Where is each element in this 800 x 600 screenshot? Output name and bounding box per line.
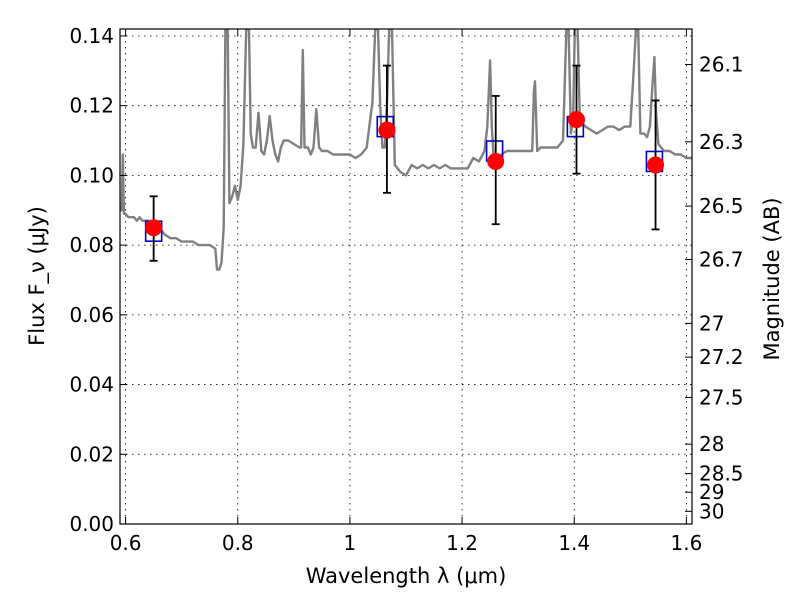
x-axis-title: Wavelength λ (μm) <box>306 564 507 588</box>
observed-flux-point <box>647 156 665 174</box>
x-tick-label: 1.2 <box>446 531 478 555</box>
x-tick-label: 1 <box>344 531 357 555</box>
y-tick-label: 0.08 <box>69 233 114 257</box>
x-tick-label: 0.6 <box>110 531 142 555</box>
grid-lines <box>120 29 692 525</box>
mag-tick-label: 26.7 <box>699 248 744 272</box>
mag-tick-label: 26.1 <box>699 52 744 76</box>
y-tick-label: 0.06 <box>69 303 114 327</box>
y-axis-title: Flux F_ν (μJy) <box>25 206 50 346</box>
mag-tick-label: 30 <box>699 499 724 523</box>
observed-flux-point <box>378 121 396 139</box>
observed-flux-point <box>567 111 585 129</box>
axis-ticks: 0.6 0.8 1 1.2 1.4 1.6 0.00 0.02 0.04 0.06 0.08 0.10… <box>69 24 743 555</box>
mag-tick-label: 27 <box>699 311 724 335</box>
x-tick-label: 1.4 <box>558 531 590 555</box>
y-tick-label: 0.10 <box>69 163 114 187</box>
observed-flux-point <box>145 219 163 237</box>
y-tick-label: 0.00 <box>69 512 114 536</box>
mag-tick-label: 27.2 <box>699 345 744 369</box>
mag-tick-label: 26.5 <box>699 194 744 218</box>
mag-tick-label: 29 <box>699 480 724 504</box>
y-tick-label: 0.02 <box>69 442 114 466</box>
mag-tick-label: 27.5 <box>699 385 744 409</box>
right-axis-title: Magnitude (AB) <box>760 197 784 360</box>
y-tick-label: 0.04 <box>69 373 114 397</box>
x-tick-label: 0.8 <box>222 531 254 555</box>
model-spectrum-line <box>120 29 692 271</box>
mag-tick-label: 28.5 <box>699 462 744 486</box>
mag-tick-label: 28 <box>699 432 724 456</box>
mag-tick-label: 26.3 <box>699 130 744 154</box>
plot-content <box>120 29 692 271</box>
plot-frame <box>119 28 693 525</box>
y-tick-label: 0.14 <box>69 24 114 48</box>
x-tick-label: 1.6 <box>670 531 702 555</box>
clipped-series <box>120 29 692 271</box>
observed-flux-point <box>487 152 505 170</box>
y-tick-label: 0.12 <box>69 94 114 118</box>
